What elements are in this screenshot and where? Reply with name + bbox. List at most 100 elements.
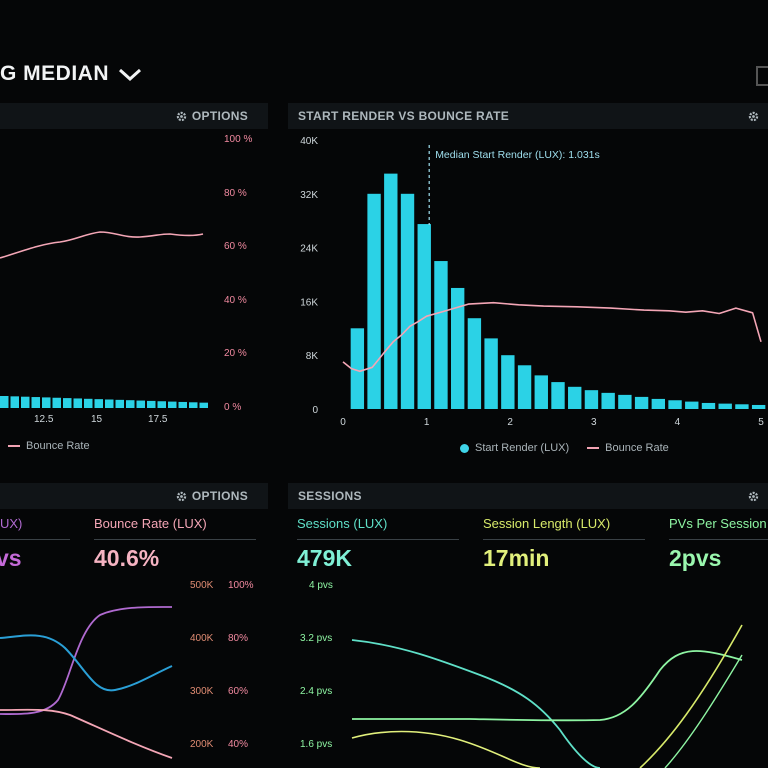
options-button[interactable]: OPTIONS bbox=[176, 489, 248, 503]
x-axis-tick: 12.5 bbox=[34, 414, 54, 425]
histogram-bar bbox=[94, 399, 103, 408]
kpi-label-bounce: Bounce Rate (LUX) bbox=[94, 516, 207, 531]
kpi-value-sessions: 479K bbox=[297, 545, 352, 571]
kpi-value-partial: vs bbox=[0, 545, 22, 571]
start-render-bar bbox=[718, 403, 732, 409]
x-axis-tick: 17.5 bbox=[148, 414, 168, 425]
right-axis-tick: 80 % bbox=[224, 187, 247, 199]
start-render-bar bbox=[501, 355, 515, 409]
bounce-rate-legend-line bbox=[8, 445, 20, 447]
histogram-bar bbox=[73, 398, 82, 408]
x-axis-tick: 4 bbox=[675, 417, 681, 428]
options-button[interactable]: OPTIONS bbox=[176, 109, 248, 123]
right-axis-tick: 100% bbox=[228, 580, 254, 591]
y-axis-tick: 8K bbox=[306, 351, 319, 362]
legend-top-left: Bounce Rate bbox=[8, 440, 90, 452]
start-render-vs-bounce-chart: 0 8K 16K 24K 32K 40K 0 1 2 3 4 5 Median Start Render… bbox=[300, 136, 766, 428]
panel-title: START RENDER VS BOUNCE RATE bbox=[298, 109, 509, 123]
histogram-bar bbox=[10, 396, 19, 408]
histogram-bar bbox=[84, 398, 93, 408]
start-render-bars-top-left bbox=[0, 396, 208, 408]
start-render-bar bbox=[467, 318, 482, 409]
start-render-bar bbox=[484, 338, 498, 409]
right-axis-tick: 100 % bbox=[224, 134, 253, 145]
panel-title: SESSIONS bbox=[298, 489, 362, 503]
start-render-bar bbox=[534, 375, 548, 409]
gear-icon[interactable] bbox=[748, 491, 759, 502]
options-label: OPTIONS bbox=[191, 109, 248, 123]
right-axis-tick: 60% bbox=[228, 686, 249, 697]
bounce-rate-legend-line bbox=[587, 447, 600, 449]
start-render-bar bbox=[685, 401, 699, 409]
start-render-bar bbox=[584, 390, 599, 409]
histogram-bar bbox=[168, 401, 177, 408]
legend-bounce-label: Bounce Rate bbox=[26, 440, 90, 452]
y-axis-tick: 16K bbox=[300, 297, 318, 308]
histogram-bar bbox=[126, 400, 135, 408]
gear-icon[interactable] bbox=[748, 111, 759, 122]
start-render-bar bbox=[450, 287, 465, 409]
x-axis-tick: 0 bbox=[340, 417, 346, 428]
kpi-rule bbox=[0, 539, 70, 540]
histogram-bar bbox=[52, 397, 61, 408]
pink-trend-line bbox=[0, 708, 173, 759]
y-axis-tick: 24K bbox=[300, 244, 318, 255]
x-axis-tick: 3 bbox=[591, 417, 597, 428]
start-render-bar bbox=[618, 394, 632, 409]
kpi-label-session-length: Session Length (LUX) bbox=[483, 516, 611, 531]
histogram-bar bbox=[21, 396, 30, 408]
y-axis-tick: 4 pvs bbox=[309, 580, 333, 591]
right-axis-tick: 40 % bbox=[224, 294, 247, 306]
options-label: OPTIONS bbox=[191, 489, 248, 503]
start-render-bar bbox=[651, 398, 666, 409]
bounce-rate-line bbox=[342, 301, 762, 373]
histogram-bar bbox=[31, 397, 40, 408]
expand-icon[interactable] bbox=[756, 66, 768, 86]
start-render-bar bbox=[350, 328, 365, 409]
histogram-bar bbox=[189, 402, 198, 408]
chevron-down-icon[interactable] bbox=[117, 66, 143, 82]
x-axis-tick: 5 bbox=[758, 417, 764, 428]
histogram-bar bbox=[105, 399, 114, 408]
page-title[interactable]: G MEDIAN bbox=[0, 62, 143, 86]
start-render-bar bbox=[517, 365, 532, 409]
histogram-bar bbox=[115, 399, 124, 408]
start-render-bar bbox=[384, 173, 398, 409]
green-pvs-line bbox=[352, 650, 743, 722]
start-render-bar bbox=[668, 400, 682, 409]
y-axis-tick: 40K bbox=[300, 136, 318, 147]
kpi-rule bbox=[297, 539, 459, 540]
histogram-bar bbox=[178, 401, 187, 408]
median-annotation: Median Start Render (LUX): 1.031s bbox=[435, 149, 600, 161]
right-axis-tick: 0 % bbox=[224, 402, 242, 413]
histogram-bar bbox=[0, 396, 9, 408]
kpi-label-sessions: Sessions (LUX) bbox=[297, 516, 388, 531]
histogram-bar bbox=[136, 400, 145, 408]
y-axis-tick: 2.4 pvs bbox=[300, 686, 333, 697]
start-render-bar bbox=[568, 386, 582, 409]
legend-top-right: Start Render (LUX) Bounce Rate bbox=[460, 442, 669, 454]
legend-bounce-label: Bounce Rate bbox=[605, 442, 669, 454]
histogram-bar bbox=[63, 398, 72, 408]
start-render-bar bbox=[701, 402, 716, 409]
start-render-bar bbox=[551, 382, 565, 409]
bottom-left-trend-chart bbox=[0, 606, 173, 759]
start-render-legend-dot bbox=[460, 443, 469, 453]
panel-header-top-left: OPTIONS bbox=[0, 103, 268, 129]
start-render-bar bbox=[417, 224, 431, 409]
start-render-bar bbox=[634, 396, 649, 409]
histogram-bar bbox=[42, 397, 51, 408]
teal-sessions-line bbox=[351, 639, 601, 768]
x-axis-tick: 2 bbox=[507, 417, 513, 428]
y-axis-tick: 1.6 pvs bbox=[300, 739, 333, 750]
kpi-rule bbox=[94, 539, 256, 540]
start-render-bar bbox=[735, 404, 749, 409]
start-render-bar bbox=[434, 261, 448, 409]
y-axis-tick: 0 bbox=[312, 405, 318, 416]
start-render-bar bbox=[751, 404, 766, 409]
kpi-value-pvs: 2pvs bbox=[669, 545, 722, 571]
histogram-bar bbox=[199, 402, 208, 408]
legend-start-label: Start Render (LUX) bbox=[475, 442, 570, 454]
left-axis-tick: 300K bbox=[190, 686, 214, 697]
